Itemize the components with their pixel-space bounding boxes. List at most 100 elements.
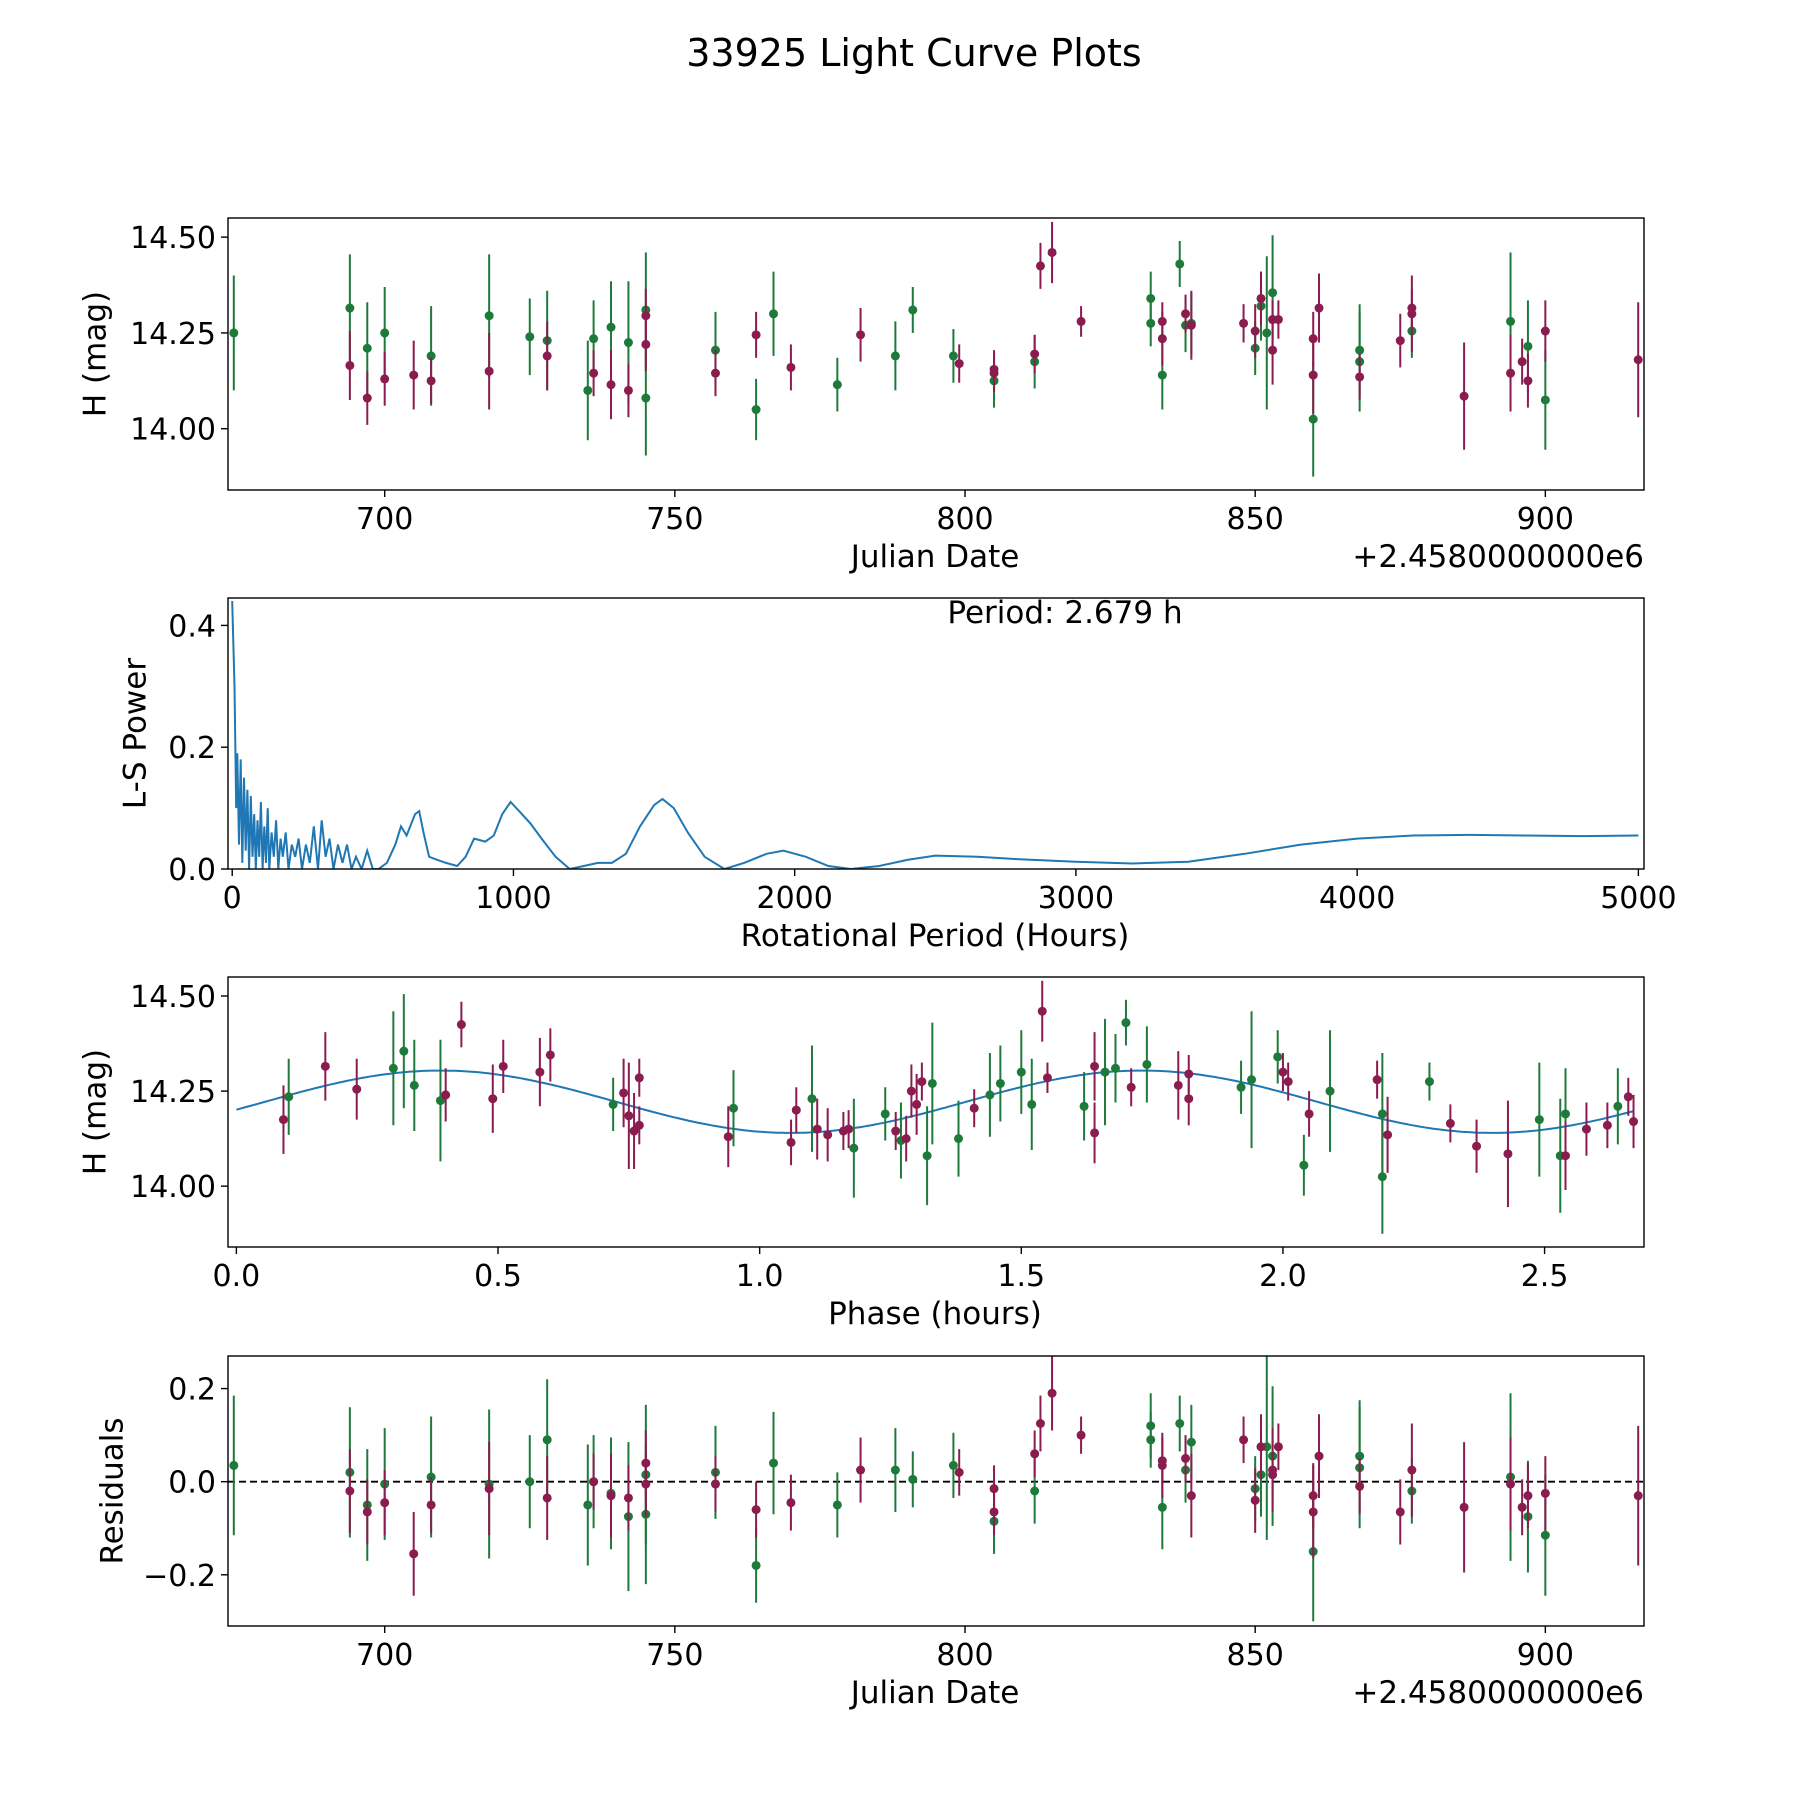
data-point [1181, 294, 1191, 333]
data-marker [484, 1484, 494, 1494]
data-point [1395, 1479, 1405, 1545]
data-point [1250, 304, 1260, 358]
data-marker [1503, 1149, 1513, 1159]
data-marker [1273, 1052, 1283, 1062]
data-marker [856, 1465, 866, 1475]
y-tick-label: 0.2 [168, 1373, 216, 1408]
data-marker [1030, 1449, 1040, 1459]
data-marker [1262, 328, 1272, 338]
data-marker [917, 1077, 927, 1087]
data-point [535, 1037, 545, 1107]
data-point [1037, 980, 1047, 1042]
data-marker [954, 359, 964, 369]
data-marker [399, 1046, 409, 1056]
data-marker [542, 351, 552, 361]
data-point [641, 1430, 651, 1496]
data-point [1629, 1094, 1639, 1149]
data-point [969, 1089, 979, 1128]
data-marker [1256, 293, 1266, 303]
data-marker [1239, 318, 1249, 328]
data-marker [927, 1078, 937, 1088]
data-marker [1173, 1080, 1183, 1090]
data-marker [1142, 1059, 1152, 1069]
data-point [1121, 999, 1131, 1046]
data-point [1459, 1442, 1469, 1573]
data-marker [320, 1061, 330, 1071]
data-marker [823, 1130, 833, 1140]
data-marker [1325, 1086, 1335, 1096]
y-axis-label: L-S Power [118, 658, 154, 809]
x-tick-label: 750 [646, 502, 703, 537]
data-marker [728, 1103, 738, 1113]
data-point [1534, 1062, 1544, 1177]
data-point [624, 1062, 634, 1170]
data-point [1278, 1053, 1288, 1092]
data-marker [1157, 1456, 1167, 1466]
data-marker [1523, 376, 1533, 386]
data-point [1256, 271, 1266, 326]
data-marker [1534, 1115, 1544, 1125]
data-marker [1268, 288, 1278, 298]
data-point [1445, 1104, 1455, 1143]
data-point [1517, 1479, 1527, 1536]
data-point [1613, 1068, 1623, 1145]
y-axis-label: H (mag) [78, 291, 114, 417]
data-marker [589, 1477, 599, 1487]
data-point [1090, 1032, 1100, 1101]
data-marker [409, 370, 419, 380]
data-marker [1540, 326, 1550, 336]
data-marker [1146, 293, 1156, 303]
data-point [345, 1449, 355, 1533]
data-point [1523, 354, 1533, 408]
data-marker [1561, 1151, 1571, 1161]
data-marker [409, 1549, 419, 1559]
data-point [525, 298, 535, 376]
data-point [525, 1435, 535, 1529]
data-marker [1090, 1061, 1100, 1071]
data-marker [1299, 1160, 1309, 1170]
data-marker [1090, 1128, 1100, 1138]
x-tick-label: 750 [646, 1638, 703, 1673]
data-point [1517, 338, 1527, 385]
x-offset-label: +2.4580000000e6 [1352, 539, 1644, 575]
data-marker [832, 1500, 842, 1510]
data-point [954, 344, 964, 383]
data-marker [1613, 1101, 1623, 1111]
data-marker [1186, 1491, 1196, 1501]
data-marker [1239, 1435, 1249, 1445]
data-marker [1377, 1109, 1387, 1119]
data-point [352, 1058, 362, 1120]
data-point [769, 1411, 779, 1515]
period-annotation: Period: 2.679 h [947, 595, 1182, 631]
data-marker [948, 1460, 958, 1470]
data-point [229, 275, 239, 391]
data-point [1256, 1414, 1266, 1480]
data-point [1633, 1425, 1643, 1566]
data-point [710, 350, 720, 397]
data-point [1540, 300, 1550, 362]
data-point [912, 1073, 922, 1135]
figure-title: 33925 Light Curve Plots [686, 31, 1141, 75]
data-point [812, 1098, 822, 1160]
data-point [589, 1453, 599, 1510]
plot-area [229, 221, 1643, 477]
data-point [1157, 1437, 1167, 1485]
data-marker [535, 1067, 545, 1077]
data-marker [641, 311, 651, 321]
data-point [1372, 1060, 1382, 1099]
data-marker [542, 1493, 552, 1503]
data-point [426, 1477, 436, 1533]
axes-frame [227, 597, 1645, 870]
x-axis-label: Rotational Period (Hours) [741, 918, 1130, 954]
x-tick-label: 2.0 [1259, 1259, 1307, 1294]
x-axis-label: Julian Date [849, 539, 1020, 575]
data-marker [1506, 316, 1516, 326]
data-point [623, 1465, 633, 1531]
data-point [786, 1119, 796, 1166]
data-marker [345, 360, 355, 370]
periodogram-panel: 0 1000 2000 3000 4000 5000 0.0 0.2 0.4 Rotational… [118, 595, 1677, 954]
data-marker [1304, 1109, 1314, 1119]
data-point [1076, 306, 1086, 337]
data-marker [1016, 1067, 1026, 1077]
y-tick-label: 14.50 [130, 980, 216, 1015]
